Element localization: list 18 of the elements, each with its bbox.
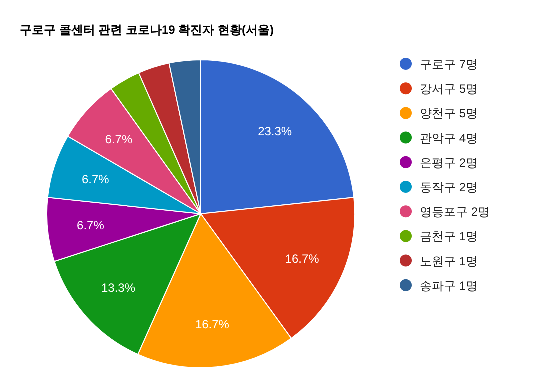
data-label: 23.3% bbox=[258, 124, 292, 139]
legend-label: 관악구 4명 bbox=[420, 131, 478, 146]
legend-label: 노원구 1명 bbox=[420, 254, 478, 268]
legend-label: 금천구 1명 bbox=[420, 230, 478, 244]
data-label: 6.7% bbox=[82, 172, 110, 186]
legend-label: 구로구 7명 bbox=[420, 58, 478, 72]
data-label: 13.3% bbox=[102, 281, 136, 296]
data-label: 6.7% bbox=[77, 218, 105, 232]
chart-title: 구로구 콜센터 관련 코로나19 확진자 현황(서울) bbox=[20, 23, 274, 37]
legend-label: 송파구 1명 bbox=[420, 278, 478, 293]
legend-label: 동작구 2명 bbox=[420, 180, 478, 194]
legend-label: 영등포구 2명 bbox=[420, 205, 490, 220]
data-label: 16.7% bbox=[285, 252, 320, 266]
data-label: 16.7% bbox=[195, 317, 230, 332]
data-label: 6.7% bbox=[105, 132, 133, 146]
legend-label: 양천구 5명 bbox=[420, 106, 478, 121]
legend-label: 강서구 5명 bbox=[420, 82, 478, 96]
legend-label: 은평구 2명 bbox=[420, 156, 478, 170]
